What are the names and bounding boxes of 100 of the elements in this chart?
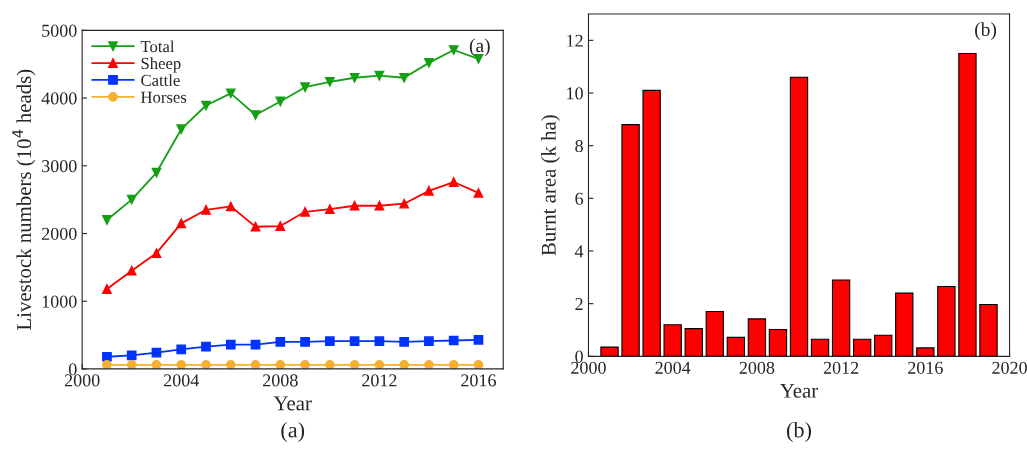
text: (b) [787,421,811,443]
bar [705,311,724,357]
point [300,360,310,369]
bar [979,303,998,357]
point [374,200,385,211]
point [126,265,137,276]
point [374,336,385,347]
point [225,360,236,369]
bar [958,52,977,357]
point [151,248,162,258]
point [275,336,286,347]
point [448,360,459,369]
point [275,96,286,107]
point [275,360,286,369]
bar [600,346,619,357]
point [201,360,211,369]
x-tick-label: 2016 [461,374,496,387]
y-tick-label: 4000 [41,92,77,105]
bar [642,89,661,357]
y-tick-label: 5000 [42,24,77,37]
bar [937,285,956,357]
legend-label: Sheep [141,57,181,73]
point [250,221,261,232]
x-tick-label: 2020 [992,361,1027,374]
point [201,100,211,111]
y-tick-label: 6 [575,192,584,205]
x-axis-title: Year [273,396,312,411]
point [324,76,335,87]
point [399,336,410,347]
point [300,206,310,217]
point [225,88,236,99]
point [176,124,187,135]
bar [895,292,914,357]
point [151,167,162,178]
point [102,284,112,294]
point [201,204,211,215]
point [176,344,187,355]
point [300,82,310,93]
y-tick-label: 10 [567,87,583,100]
point [275,221,286,231]
point [473,334,484,345]
point [102,351,112,362]
point [324,336,335,347]
point [424,57,434,68]
point [151,360,162,369]
annotation: (b) [975,22,997,40]
bar [768,328,788,357]
point [201,341,211,352]
point [448,177,459,187]
x-tick-label: 2004 [655,361,691,374]
point [176,360,187,369]
y-axis-title: Burnt area (k ha) [541,115,560,256]
point [126,350,137,361]
legend-label: Total [140,40,175,53]
y-tick-label: 2 [575,297,583,310]
x-tick-label: 2016 [908,361,943,374]
point [448,335,459,346]
point [349,360,360,369]
point [300,336,310,347]
text: (a) [281,421,305,443]
y-tick-label: 8 [575,139,583,153]
x-tick-label: 2008 [263,374,298,387]
legend-label: Cattle [141,74,180,86]
legend-label: Horses [140,91,187,103]
x-tick-label: 2008 [739,361,775,374]
x-tick-label: 2012 [362,374,397,387]
annotation: (a) [469,38,490,57]
point [126,360,137,369]
point [424,185,434,196]
point [473,360,484,369]
bar [852,338,872,357]
x-tick-label: 2004 [163,374,200,387]
y-tick-label: 4 [574,245,584,258]
y-tick-label: 2000 [41,227,77,240]
y-tick-label: 0 [68,363,77,376]
point [102,215,112,225]
point [399,72,410,83]
point [399,360,410,369]
x-tick-label: 2000 [64,374,100,387]
point [126,194,137,205]
y-tick-label: 3000 [42,160,77,173]
y-tick-label: 1000 [42,295,77,308]
bar [831,279,851,357]
point [225,201,236,212]
point [324,360,335,369]
bar [874,334,893,357]
point [374,360,385,369]
point [102,360,112,369]
bar [726,336,746,357]
point [473,188,484,198]
point [250,110,261,120]
point [176,218,187,229]
point [349,72,360,83]
point [448,45,459,55]
bar [747,318,767,357]
x-tick-label: 2012 [823,361,859,374]
point [225,339,236,350]
bar [684,328,703,357]
point [349,200,360,211]
point [424,360,434,369]
